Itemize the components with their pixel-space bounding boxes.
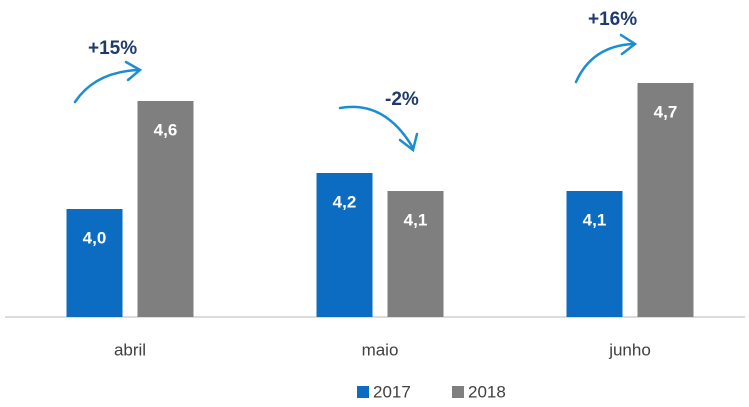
annotation: +15% bbox=[88, 38, 137, 59]
annotation: -2% bbox=[385, 89, 419, 110]
value-label: 4,7 bbox=[654, 102, 678, 121]
arrow bbox=[73, 68, 140, 104]
arrow bbox=[574, 42, 635, 84]
bar bbox=[316, 173, 373, 317]
arrow-head bbox=[398, 132, 419, 153]
value-label: 4,6 bbox=[154, 120, 178, 139]
arrow bbox=[338, 105, 415, 150]
bar bbox=[566, 191, 623, 317]
bar bbox=[66, 209, 123, 317]
value-label: 4,1 bbox=[583, 210, 607, 229]
annotation-arrows bbox=[73, 33, 638, 153]
bar bbox=[137, 101, 194, 317]
x-tick-label: junho bbox=[608, 340, 651, 359]
arrow-head bbox=[619, 33, 638, 56]
value-label: 4,0 bbox=[83, 228, 107, 247]
annotation: +16% bbox=[588, 9, 637, 30]
legend-label: 2017 bbox=[373, 382, 411, 401]
legend-swatch bbox=[357, 386, 369, 398]
arrow-head bbox=[124, 60, 143, 82]
bar bbox=[637, 83, 694, 317]
x-tick-label: maio bbox=[362, 340, 399, 359]
bar bbox=[387, 191, 444, 317]
value-label: 4,1 bbox=[404, 210, 428, 229]
value-label: 4,2 bbox=[333, 192, 357, 211]
legend-label: 2018 bbox=[468, 382, 506, 401]
x-tick-label: abril bbox=[114, 340, 146, 359]
legend-swatch bbox=[452, 386, 464, 398]
